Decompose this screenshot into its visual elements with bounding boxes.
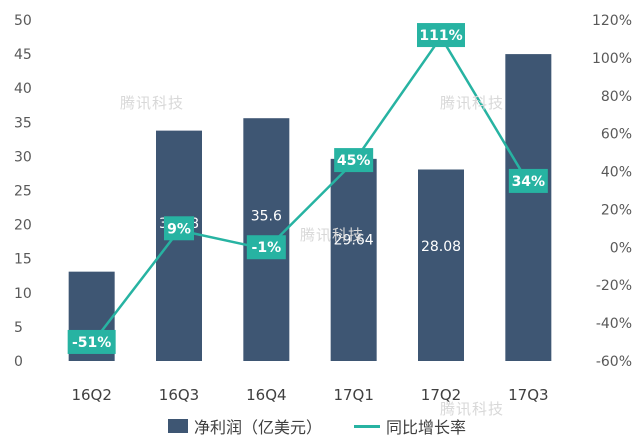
legend-item-bar: 净利润（亿美元） [168,414,322,438]
combo-chart: 0 5 10 15 20 25 30 35 40 45 50 -60% -40% -20% 0% 20% 40… [14,13,632,404]
left-tick-label: 15 [14,252,32,268]
left-tick-label: 10 [14,286,32,302]
right-axis-ticks: -60% -40% -20% 0% 20% 40% 60% 80% 100% 120% [592,13,632,370]
bar-data-label: 28.08 [421,239,461,255]
right-tick-label: -40% [596,316,632,332]
growth-line [90,34,530,345]
category-label: 16Q3 [159,386,199,404]
left-tick-label: 45 [14,47,32,63]
right-tick-label: 0% [610,240,632,256]
line-data-label: 45% [334,148,374,173]
right-tick-label: 60% [601,127,632,143]
line-data-label-box [67,329,116,354]
right-tick-label: -60% [596,354,632,370]
watermark: 腾讯科技 [440,94,505,112]
right-tick-label: 120% [592,13,632,29]
right-tick-label: 40% [601,165,632,181]
category-label: 16Q4 [246,386,286,404]
line-data-label-box [164,216,194,241]
category-label: 17Q2 [421,386,461,404]
legend-swatch-line [354,424,380,428]
line-data-label-box [508,168,548,193]
line-data-label: 111% [417,23,465,48]
category-label: 17Q3 [508,386,548,404]
right-tick-label: 20% [601,202,632,218]
legend-label-line: 同比增长率 [386,418,467,437]
legend-item-line: 同比增长率 [354,414,466,438]
bar [418,169,464,361]
line-data-label-text: 9% [167,221,191,237]
category-label: 17Q1 [333,386,373,404]
bar [156,130,202,361]
bar-data-label: 35.6 [251,208,282,224]
left-tick-label: 35 [14,115,32,131]
bar-series [68,54,552,361]
watermark: 腾讯科技 [300,226,365,244]
left-axis-ticks: 0 5 10 15 20 25 30 35 40 45 50 [14,13,32,370]
line-data-label-box [246,235,286,260]
left-tick-label: 30 [14,149,32,165]
bar-data-label: 29.64 [334,233,374,249]
right-tick-label: 80% [601,89,632,105]
category-label: 16Q2 [71,386,111,404]
right-tick-label: -20% [596,278,632,294]
legend-label-bar: 净利润（亿美元） [194,418,323,437]
line-data-label-text: 45% [337,153,371,169]
left-tick-label: 0 [14,354,23,370]
line-data-label: -1% [246,235,286,260]
left-tick-label: 25 [14,184,32,200]
line-data-label: 34% [508,168,548,193]
category-axis-labels: 16Q2 16Q3 16Q4 17Q1 17Q2 17Q3 [71,386,548,404]
line-data-labels: -51% 9% -1% 45% 111% 34% [67,23,548,354]
line-data-label-text: 111% [419,28,462,44]
left-tick-label: 5 [14,320,23,336]
line-data-label-box [417,23,465,48]
line-data-label-text: -1% [252,240,282,256]
line-data-label-text: -51% [72,335,111,351]
watermark: 腾讯科技 [440,400,505,418]
left-tick-label: 40 [14,81,32,97]
legend-swatch-bar [168,419,188,433]
line-data-label: -51% [67,329,116,354]
line-data-label-text: 34% [512,174,546,190]
right-tick-label: 100% [592,51,632,67]
bar [330,158,377,361]
left-tick-label: 50 [14,13,32,29]
legend: 净利润（亿美元） 同比增长率 [0,410,641,440]
line-data-label-box [334,148,374,173]
line-data-label: 9% [164,216,194,241]
line-series [90,34,530,345]
watermark: 腾讯科技 [120,94,185,112]
bar [505,54,552,361]
left-tick-label: 20 [14,218,32,234]
